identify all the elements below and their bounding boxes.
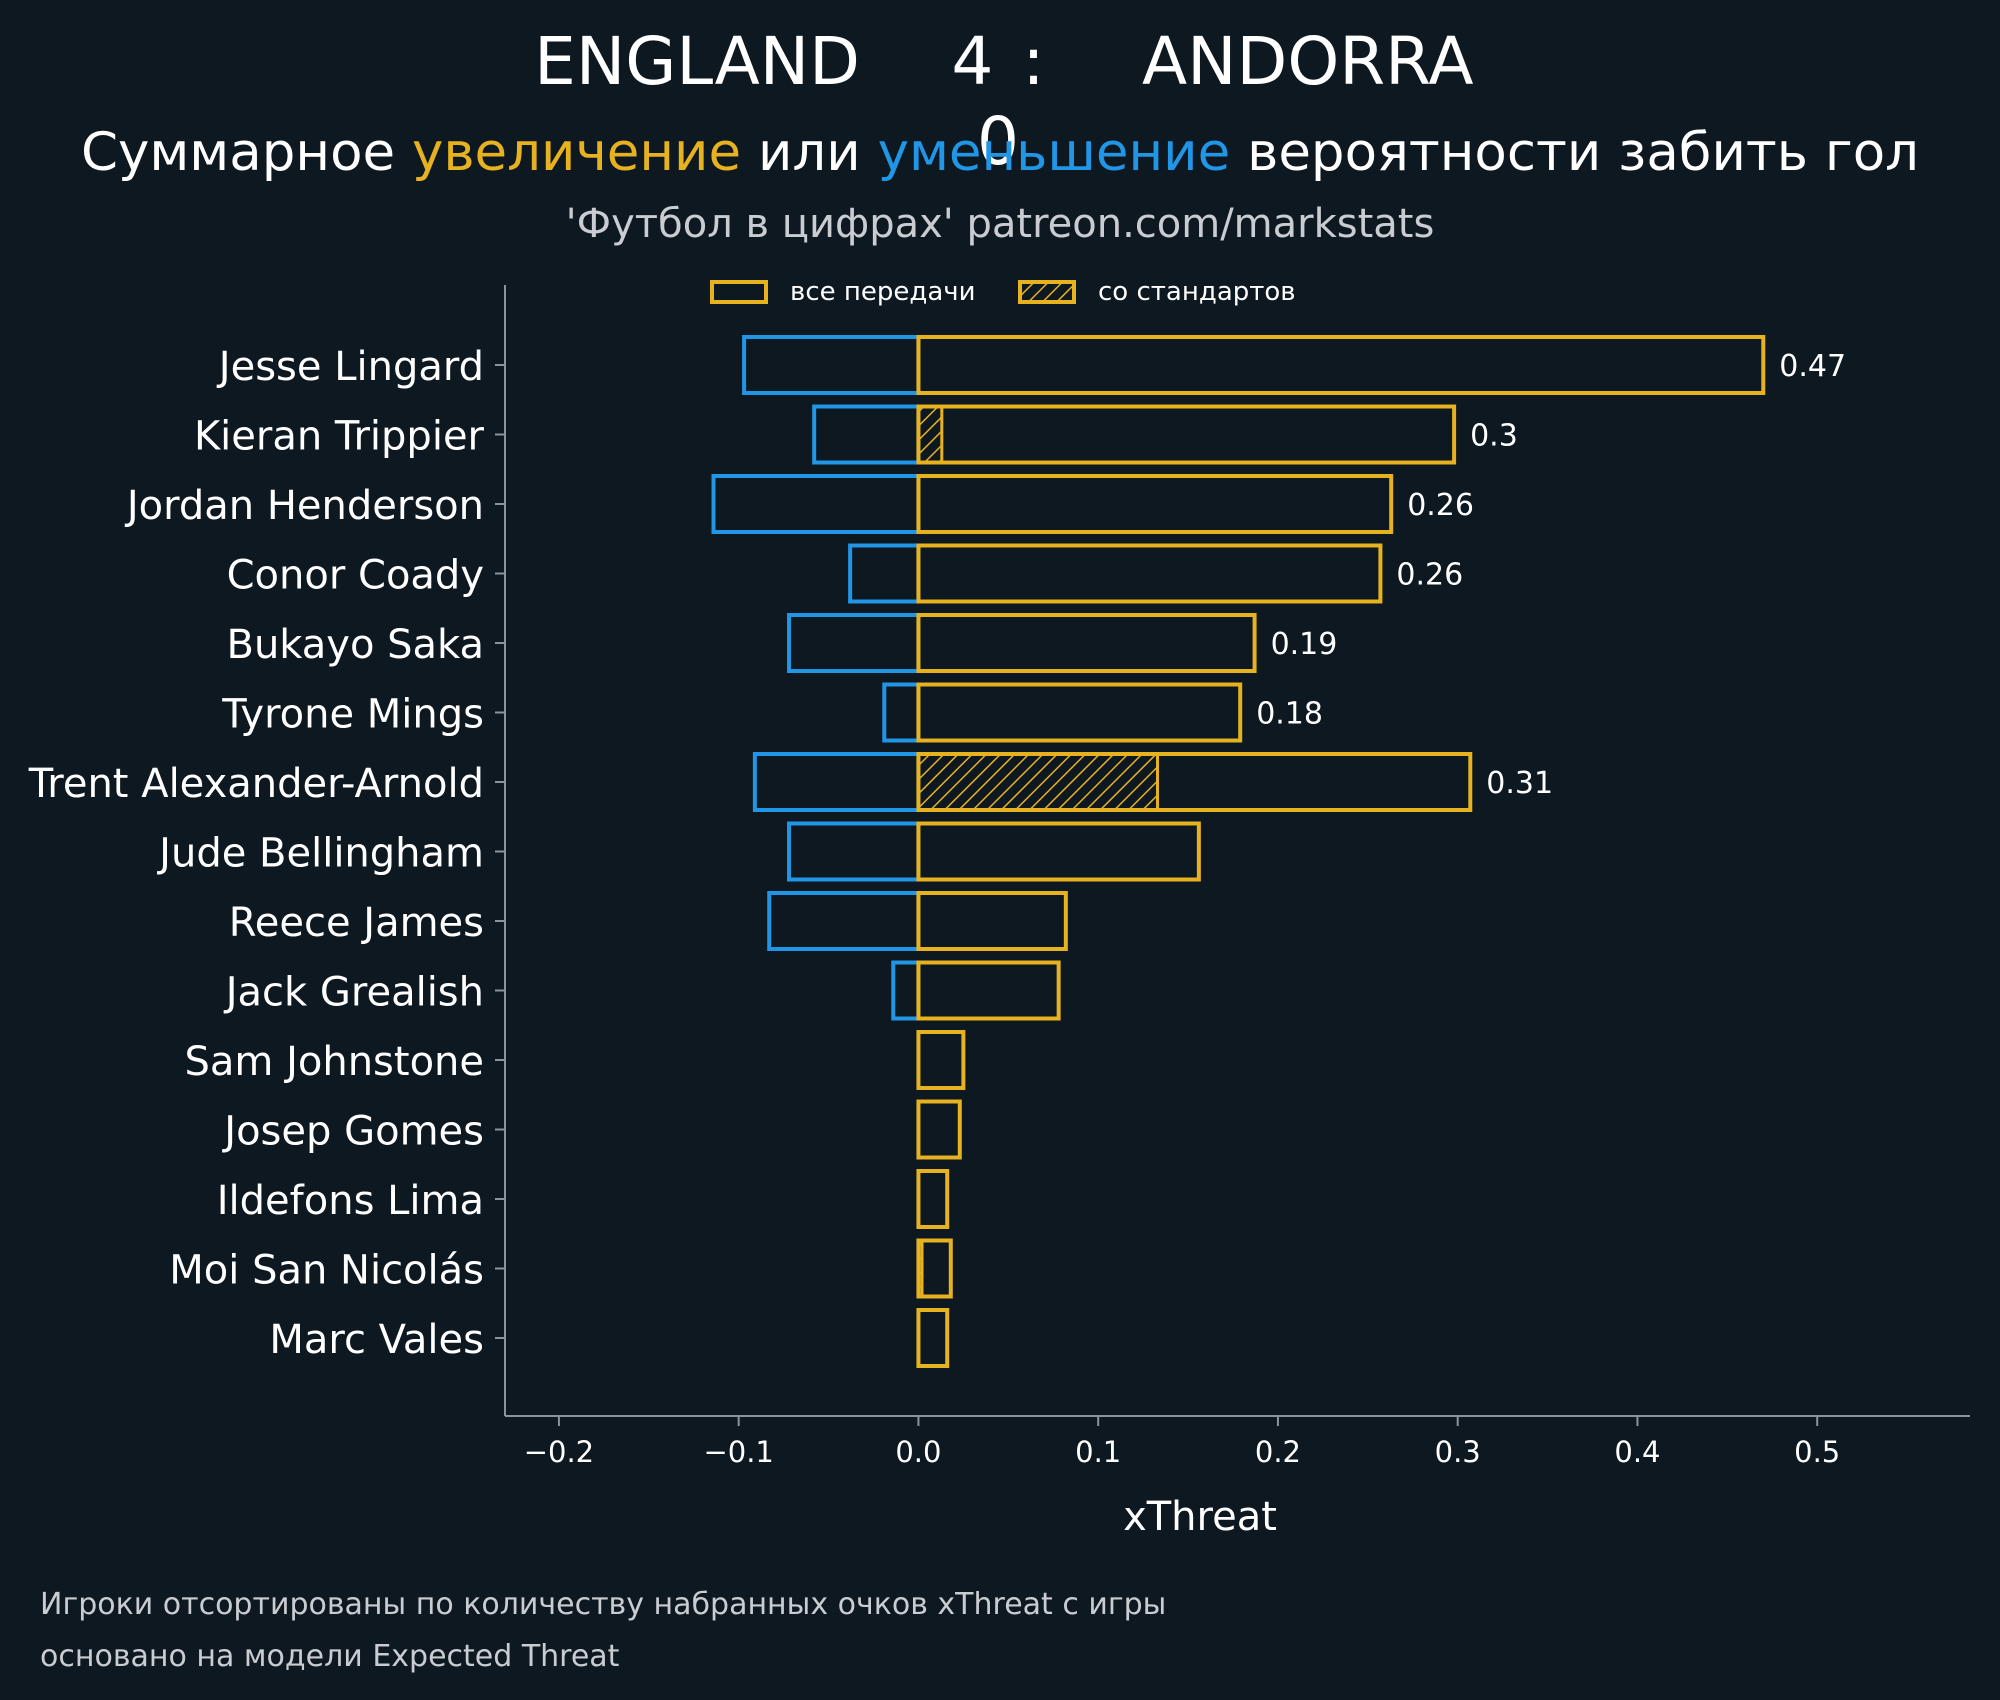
subtitle-middle: или <box>741 122 878 183</box>
match-score: 4 : 0 <box>951 23 1049 180</box>
player-label: Reece James <box>229 900 484 946</box>
x-tick-label: 0.5 <box>1794 1435 1840 1469</box>
player-label: Jack Grealish <box>223 970 484 1016</box>
bar-decrease <box>752 752 921 812</box>
bar-value-label: 0.31 <box>1486 766 1553 801</box>
bar-increase <box>916 1308 950 1368</box>
bar-increase <box>916 1238 953 1299</box>
bar-value-label: 0.19 <box>1271 627 1338 662</box>
x-axis-label: xThreat <box>1123 1494 1277 1540</box>
bar-set-pieces <box>916 752 1160 812</box>
x-tick-label: 0.4 <box>1614 1435 1660 1469</box>
bar-increase <box>916 1099 962 1160</box>
player-label: Sam Johnstone <box>184 1039 484 1085</box>
legend-label-all-passes: все передачи <box>790 277 976 307</box>
x-tick-label: 0.1 <box>1075 1435 1121 1469</box>
bar-value-label: 0.47 <box>1779 349 1846 384</box>
player-label: Kieran Trippier <box>194 414 485 460</box>
chart-subtitle: Суммарное увеличение или уменьшение веро… <box>0 118 2000 188</box>
bar-decrease <box>767 891 921 951</box>
bar-increase <box>916 752 1473 812</box>
footnote-sorting: Игроки отсортированы по количеству набра… <box>40 1587 1167 1622</box>
x-tick-label: 0.0 <box>895 1435 941 1469</box>
bar-increase <box>916 404 1457 465</box>
bar-set-pieces <box>916 405 944 464</box>
player-label: Josep Gomes <box>221 1109 484 1155</box>
bar-decrease <box>742 335 921 395</box>
legend-swatch-set-pieces <box>1018 280 1076 304</box>
player-label: Conor Coady <box>227 553 484 599</box>
legend: все передачи со стандартов <box>710 277 1296 307</box>
bar-decrease <box>848 543 921 604</box>
credit-line: 'Футбол в цифрах' patreon.com/markstats <box>565 201 1435 247</box>
bar-increase <box>916 821 1201 882</box>
subtitle-increase: увеличение <box>411 122 742 183</box>
x-tick-label: −0.2 <box>524 1435 594 1469</box>
bar-increase <box>916 1169 950 1229</box>
bar-increase <box>916 335 1766 395</box>
player-label: Tyrone Mings <box>221 692 484 738</box>
bar-decrease <box>891 960 921 1021</box>
player-label: Jesse Lingard <box>216 344 484 390</box>
subtitle-suffix: вероятности забить гол <box>1230 122 1920 183</box>
bar-decrease <box>882 682 921 743</box>
bar-decrease <box>812 404 921 465</box>
bar-value-label: 0.26 <box>1396 558 1463 593</box>
bar-increase <box>916 891 1068 951</box>
x-tick-label: −0.1 <box>703 1435 773 1469</box>
player-label: Jude Bellingham <box>156 831 484 877</box>
bar-value-label: 0.18 <box>1256 697 1323 732</box>
subtitle-prefix: Суммарное <box>80 122 412 183</box>
bar-increase <box>916 1030 966 1090</box>
x-tick-label: 0.2 <box>1255 1435 1301 1469</box>
bar-decrease <box>711 474 921 534</box>
x-tick-label: 0.3 <box>1435 1435 1481 1469</box>
bar-increase <box>916 474 1394 534</box>
player-label: Marc Vales <box>269 1317 484 1363</box>
player-label: Jordan Henderson <box>124 483 484 529</box>
away-team: ANDORRA <box>1142 23 1474 100</box>
x-axis-ticks: −0.2 −0.1 0.0 0.1 0.2 0.3 0.4 0.5 <box>524 1416 1840 1469</box>
bar-value-label: 0.26 <box>1407 488 1474 523</box>
bar-increase <box>916 960 1061 1021</box>
legend-swatch-all-passes <box>710 280 768 304</box>
bar-decrease <box>787 613 921 673</box>
footnote-model: основано на модели Expected Threat <box>40 1639 620 1674</box>
bar-decrease <box>787 821 921 882</box>
legend-label-set-pieces: со стандартов <box>1098 277 1296 307</box>
match-title: ENGLAND 4 : 0 ANDORRA <box>0 22 2000 180</box>
home-team: ENGLAND <box>534 23 860 100</box>
player-label: Bukayo Saka <box>227 622 485 668</box>
bar-increase <box>916 682 1243 743</box>
player-label: Moi San Nicolás <box>169 1248 484 1294</box>
y-axis-ticks: Jesse Lingard Kieran Trippier Jordan Hende… <box>28 344 505 1363</box>
subtitle-decrease: уменьшение <box>877 122 1231 183</box>
bars-group: 0.47 0.3 0.26 0.26 0.19 0.18 0.31 <box>711 335 1846 1368</box>
player-label: Trent Alexander-Arnold <box>28 761 484 807</box>
bar-increase <box>916 613 1257 673</box>
bar-increase <box>916 543 1383 604</box>
player-label: Ildefons Lima <box>217 1178 484 1224</box>
bar-value-label: 0.3 <box>1470 419 1518 454</box>
